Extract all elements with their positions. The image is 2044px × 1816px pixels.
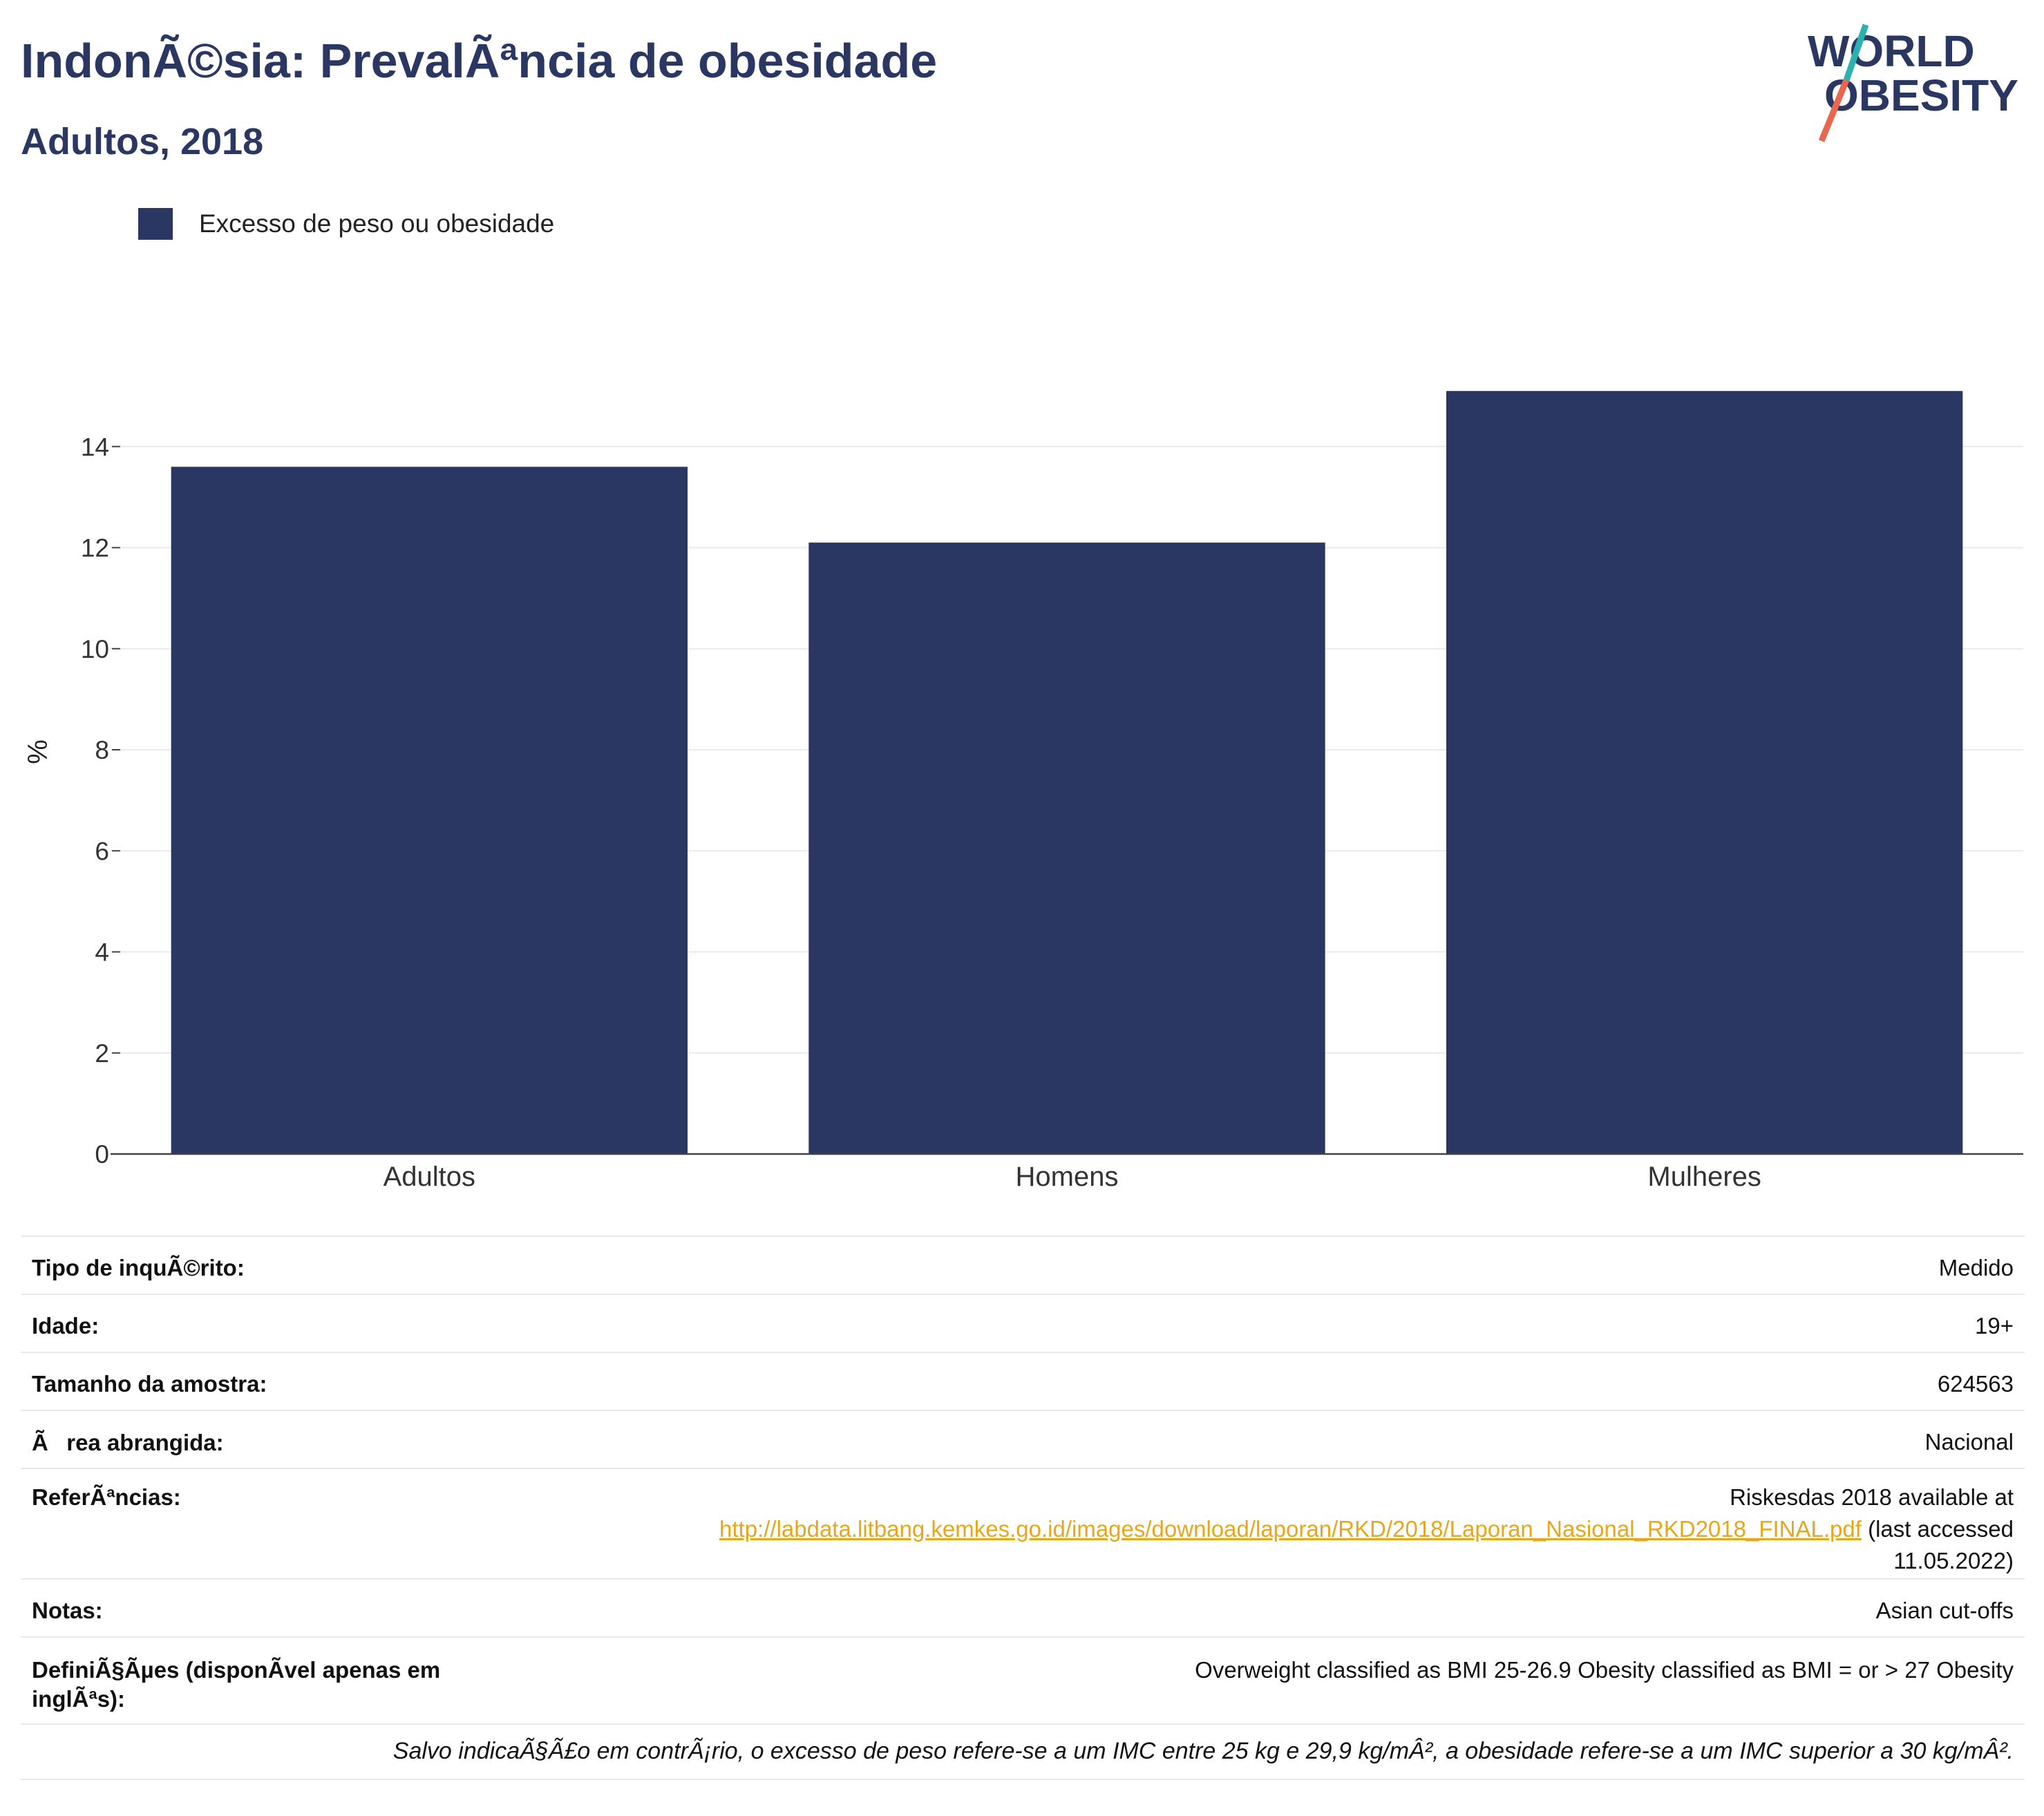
y-tick-label: 0 — [95, 1140, 109, 1169]
info-table: Tipo de inquÃ©rito: Medido Idade: 19+ Ta… — [21, 1236, 2025, 1725]
sample-size-label: Tamanho da amostra: — [21, 1352, 485, 1411]
y-tick-label: 10 — [81, 635, 109, 663]
bar-mulheres — [1446, 390, 1963, 1154]
references-text-2: (last accessed — [1861, 1516, 2014, 1542]
info-row-sample-size: Tamanho da amostra: 624563 — [21, 1352, 2025, 1411]
info-row-references: ReferÃªncias: Riskesdas 2018 available a… — [21, 1468, 2025, 1580]
survey-type-value: Medido — [485, 1236, 2025, 1295]
definitions-label: DefiniÃ§Ãµes (disponÃ­vel apenas em ingl… — [21, 1637, 485, 1725]
legend-label: Excesso de peso ou obesidade — [199, 209, 555, 238]
legend-swatch — [138, 208, 173, 240]
x-tick-label: Homens — [1016, 1162, 1119, 1192]
area-label: Ãrea abrangida: — [21, 1410, 485, 1469]
page-title: IndonÃ©sia: PrevalÃªncia de obesidade — [21, 34, 938, 88]
footnote: Salvo indicaÃ§Ã£o em contrÃ¡rio, o exces… — [21, 1723, 2025, 1780]
info-row-area: Ãrea abrangida: Nacional — [21, 1410, 2025, 1469]
info-row-survey-type: Tipo de inquÃ©rito: Medido — [21, 1236, 2025, 1295]
references-value: Riskesdas 2018 available at http://labda… — [485, 1468, 2025, 1580]
references-link[interactable]: http://labdata.litbang.kemkes.go.id/imag… — [719, 1516, 1862, 1542]
bar-adultos — [171, 466, 688, 1154]
y-tick-label: 4 — [95, 938, 109, 967]
axes: 0 2 4 6 8 10 12 14 Adultos Homens Mulheres — [81, 433, 2023, 1192]
bar-homens — [808, 542, 1325, 1154]
logo-line2: OBESITY — [1824, 70, 2018, 120]
x-tick-label: Mulheres — [1647, 1162, 1761, 1192]
y-tick-label: 8 — [95, 736, 109, 764]
page-subtitle: Adultos, 2018 — [21, 121, 264, 162]
info-row-age: Idade: 19+ — [21, 1294, 2025, 1353]
definitions-label-line2: inglÃªs): — [32, 1686, 126, 1712]
bars — [171, 390, 1963, 1154]
x-tick-label: Adultos — [384, 1162, 475, 1192]
y-tick-label: 14 — [81, 433, 109, 461]
logo-slash-bottom — [1818, 79, 1850, 142]
y-tick-label: 12 — [81, 534, 109, 562]
survey-type-label: Tipo de inquÃ©rito: — [21, 1236, 485, 1295]
sample-size-value: 624563 — [485, 1352, 2025, 1411]
references-label: ReferÃªncias: — [21, 1468, 485, 1580]
y-tick-label: 6 — [95, 837, 109, 865]
age-value: 19+ — [485, 1294, 2025, 1353]
references-text-3: 11.05.2022) — [1893, 1548, 2014, 1573]
notes-value: Asian cut-offs — [485, 1579, 2025, 1638]
y-axis-label: % — [23, 739, 53, 764]
logo-line1: WORLD — [1808, 26, 1975, 76]
definitions-value: Overweight classified as BMI 25-26.9 Obe… — [485, 1637, 2025, 1725]
world-obesity-logo: WORLD OBESITY — [1808, 23, 2018, 142]
references-text-1: Riskesdas 2018 available at — [1730, 1484, 2014, 1510]
definitions-label-line1: DefiniÃ§Ãµes (disponÃ­vel apenas em — [32, 1657, 441, 1683]
chart-legend: Excesso de peso ou obesidade — [138, 206, 554, 242]
notes-label: Notas: — [21, 1579, 485, 1638]
logo-slash-top — [1843, 23, 1869, 82]
y-tick-label: 2 — [95, 1039, 109, 1068]
age-label: Idade: — [21, 1294, 485, 1353]
info-row-definitions: DefiniÃ§Ãµes (disponÃ­vel apenas em ingl… — [21, 1637, 2025, 1725]
area-value: Nacional — [485, 1410, 2025, 1469]
info-row-notes: Notas: Asian cut-offs — [21, 1579, 2025, 1638]
bar-chart: 0 2 4 6 8 10 12 14 Adultos Homens Mulheres % — [23, 390, 2023, 1192]
